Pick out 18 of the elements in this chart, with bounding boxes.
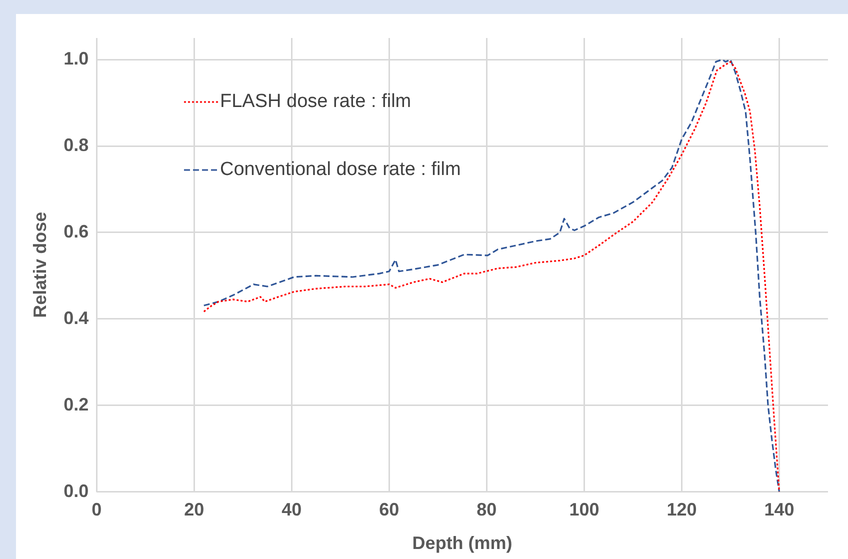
y-tick-label: 0.0 [64,480,89,501]
y-tick-label: 0.8 [64,135,89,156]
x-tick-label: 40 [282,500,302,520]
legend-label: FLASH dose rate : film [220,91,412,113]
legend-label: Conventional dose rate : film [220,159,461,181]
y-axis-title: Relativ dose [30,212,50,318]
x-tick-label: 80 [476,500,497,520]
y-tick-label: 1.0 [64,48,89,69]
x-tick-label: 60 [379,500,400,520]
x-axis-title: Depth (mm) [412,533,512,554]
y-tick-label: 0.4 [64,308,89,328]
x-tick-label: 120 [666,500,697,520]
x-tick-label: 140 [764,500,794,520]
y-tick-label: 0.6 [64,221,89,242]
x-tick-label: 20 [184,500,204,520]
x-tick-label: 100 [569,500,600,520]
y-tick-label: 0.2 [64,394,89,414]
x-tick-label: 0 [92,500,102,520]
